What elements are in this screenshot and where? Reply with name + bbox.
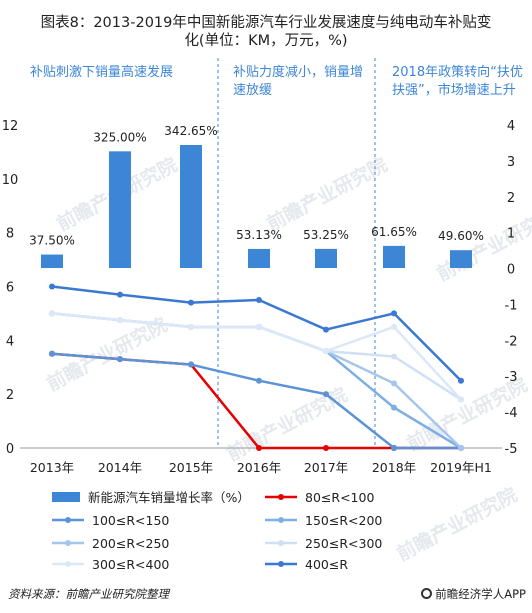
right-axis-tick--4: -4 [505,406,518,421]
x-tick-label-1: 2014年 [98,460,142,475]
right-axis-tick--3: -3 [505,370,518,385]
x-tick-label-4: 2017年 [304,460,348,475]
legend-label-6: 400≤R [305,557,348,572]
right-axis-tick--5: -5 [505,442,518,457]
brand-logo-icon [421,588,433,599]
legend-label-5: 300≤R<400 [92,557,169,572]
legend-marker-3 [65,540,71,546]
series-point-6-1 [117,291,123,298]
legend-marker-4 [278,540,284,546]
left-axis-tick-12: 12 [2,119,19,134]
series-point-2-5 [391,404,397,411]
watermark-4: 前瞻产业研究院 [223,383,351,466]
bar-label-0: 37.50% [29,234,75,248]
x-tick-label-2: 2015年 [169,460,213,475]
bar-label-6: 49.60% [438,229,484,243]
series-point-6-0 [49,283,55,290]
series-point-5-0 [49,310,55,317]
legend-label-1: 100≤R<150 [92,513,169,528]
series-point-5-5 [391,323,397,330]
bar-3 [248,248,270,268]
series-point-6-4 [323,326,329,333]
legend-marker-6 [278,561,284,567]
series-point-1-3 [256,377,262,384]
legend-label-bars: 新能源汽车销量增长率（%） [88,490,250,505]
legend-swatch-bars [52,492,80,502]
bar-label-3: 53.13% [236,228,282,242]
legend-label-2: 150≤R<200 [305,513,382,528]
left-axis-tick-4: 4 [6,334,14,349]
series-point-5-2 [188,323,194,330]
watermark-6: 前瞻产业研究院 [393,483,521,566]
series-point-0-3 [256,445,262,451]
legend-label-4: 250≤R<300 [305,536,382,551]
bar-label-2: 342.65% [164,124,217,138]
x-tick-label-3: 2016年 [237,460,281,475]
series-point-5-3 [256,323,262,330]
phase-label-3: 2018年政策转向“扶优扶强”，市场增速上升 [392,65,523,98]
legend-marker-0 [278,494,284,500]
left-axis-tick-8: 8 [6,227,14,242]
x-tick-label-5: 2018年 [372,460,416,475]
source-note: 资料来源：前瞻产业研究院整理 [8,587,169,601]
series-point-3-6 [458,445,464,451]
series-point-6-5 [391,310,397,317]
right-axis-tick-1: 1 [507,227,515,242]
chart-title-line1: 图表8：2013-2019年中国新能源汽车行业发展速度与纯电动车补贴变 [40,15,492,31]
right-axis-tick-4: 4 [507,119,515,134]
legend-label-0: 80≤R<100 [305,490,374,505]
series-point-1-5 [391,445,397,451]
series-point-1-1 [117,356,123,363]
series-point-6-2 [188,299,194,306]
bar-1 [109,151,131,268]
x-tick-label-0: 2013年 [30,460,74,475]
series-point-3-5 [391,380,397,387]
series-point-1-0 [49,350,55,357]
x-tick-label-6: 2019年H1 [430,460,492,475]
legend-marker-2 [278,517,284,523]
phase-label-2: 补贴力度减小，销量增速放缓 [233,65,364,98]
series-point-6-3 [256,296,262,303]
right-axis-tick-0: 0 [507,263,515,278]
watermark-2: 前瞻产业研究院 [433,203,532,286]
right-axis-tick--1: -1 [505,298,518,313]
left-axis-tick-2: 2 [6,388,14,403]
left-axis-tick-6: 6 [6,281,14,296]
legend-label-3: 200≤R<250 [92,536,169,551]
series-point-6-6 [458,377,464,384]
left-axis-tick-10: 10 [2,173,19,188]
series-point-5-1 [117,317,123,324]
right-axis-tick-2: 2 [507,191,515,206]
series-point-1-2 [188,361,194,368]
bar-label-5: 61.65% [371,225,417,239]
series-point-1-4 [323,391,329,398]
bar-label-4: 53.25% [303,228,349,242]
brand-mark: 前瞻经济学人APP [421,586,526,602]
watermark-1: 前瞻产业研究院 [263,153,391,236]
bar-2 [180,145,202,268]
right-axis-tick-3: 3 [507,155,515,170]
phase-label-1: 补贴刺激下销量高速发展 [30,65,174,80]
series-point-5-6 [458,396,464,403]
bar-0 [41,254,63,268]
legend-marker-1 [65,517,71,523]
series-point-5-4 [323,348,329,355]
series-point-0-4 [323,445,329,451]
bar-label-1: 325.00% [93,130,146,144]
left-axis-tick-0: 0 [6,442,14,457]
bar-4 [315,248,337,268]
brand-name: 前瞻经济学人APP [435,587,526,601]
legend-marker-5 [65,561,71,567]
bar-6 [450,250,472,268]
chart-title-line2: 化(单位：KM，万元，%) [184,33,348,49]
right-axis-tick--2: -2 [505,334,518,349]
series-point-4-5 [391,353,397,360]
bar-5 [383,245,405,268]
